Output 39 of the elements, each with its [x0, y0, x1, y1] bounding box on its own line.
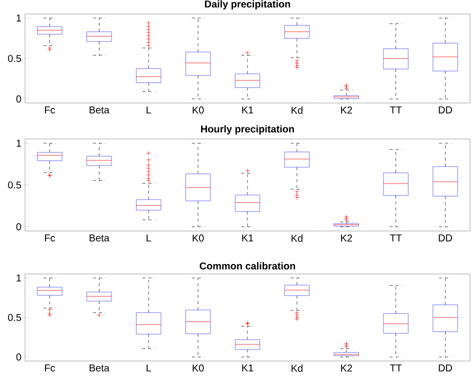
y-tick-label: 0: [16, 354, 22, 361]
x-tick-label: K0: [192, 364, 204, 372]
y-tick-label: 0.5: [8, 54, 22, 62]
x-tick-label: Beta: [90, 364, 110, 372]
x-tick-label: DD: [438, 234, 452, 242]
x-tick-label: Kd: [292, 364, 302, 372]
x-tick-label: Fc: [45, 364, 55, 372]
x-tick-label: DD: [438, 106, 452, 114]
x-tick-label: L: [146, 234, 152, 242]
x-tick-label: TT: [390, 106, 402, 114]
x-tick-label: K2: [341, 234, 352, 242]
x-tick-label: Fc: [45, 106, 55, 114]
chart-title: Common calibration: [200, 262, 296, 270]
x-tick-label: TT: [390, 364, 402, 372]
x-tick-label: TT: [390, 234, 402, 242]
x-tick-label: Kd: [292, 106, 302, 114]
x-tick-label: K0: [192, 106, 204, 114]
x-tick-label: Beta: [90, 234, 110, 242]
y-tick-label: 1: [16, 140, 21, 147]
y-tick-label: 1: [16, 274, 21, 282]
x-tick-label: Kd: [292, 234, 302, 242]
x-tick-label: K2: [341, 106, 352, 114]
x-tick-label: K0: [192, 234, 204, 242]
y-tick-label: 1: [16, 14, 21, 22]
x-tick-label: Beta: [90, 106, 110, 114]
x-tick-label: Fc: [45, 234, 55, 242]
x-tick-label: L: [146, 364, 152, 372]
x-tick-label: K1: [242, 364, 254, 372]
y-tick-label: 0: [16, 223, 22, 230]
x-tick-label: L: [146, 106, 152, 114]
x-tick-label: K1: [242, 234, 254, 242]
x-tick-label: DD: [438, 364, 452, 372]
y-tick-label: 0.5: [8, 314, 22, 322]
chart-title: Daily precipitation: [204, 0, 290, 10]
x-tick-label: K1: [242, 106, 254, 114]
y-tick-label: 0.5: [8, 181, 22, 189]
x-tick-label: K2: [341, 364, 352, 372]
chart-title: Hourly precipitation: [201, 125, 294, 134]
y-tick-label: 0: [16, 95, 22, 102]
